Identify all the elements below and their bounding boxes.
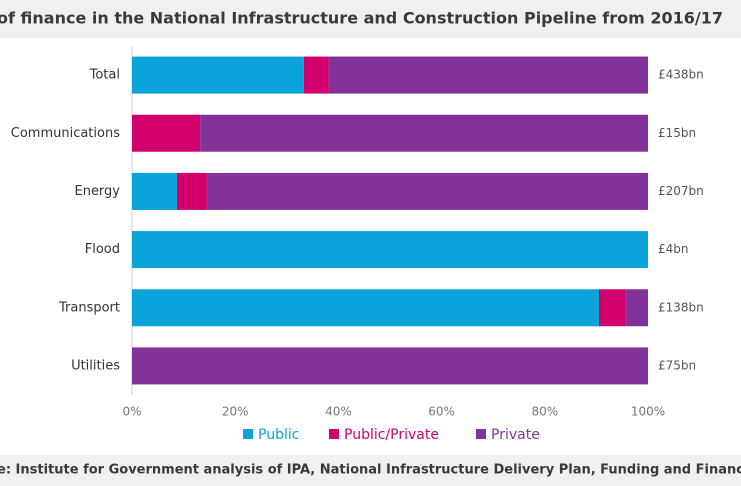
y-tick-label: Energy: [74, 184, 120, 199]
total-label: £138bn: [658, 300, 704, 314]
title-band: [0, 0, 741, 38]
total-label: £438bn: [658, 68, 704, 82]
bar-segment: [303, 56, 329, 94]
bar-segment: [625, 289, 648, 327]
x-tick-label: 0%: [122, 405, 141, 419]
bar-segment: [132, 172, 177, 210]
source-band: [0, 455, 741, 486]
legend-label: Private: [491, 427, 540, 443]
legend-label: Public: [258, 427, 299, 443]
x-tick-label: 20%: [222, 405, 249, 419]
legend-swatch: [476, 429, 486, 439]
total-label: £207bn: [658, 184, 704, 198]
x-tick-label: 100%: [631, 405, 665, 419]
bar-segment: [132, 114, 201, 152]
legend-swatch: [243, 429, 253, 439]
y-tick-label: Total: [89, 68, 120, 83]
legend-swatch: [329, 429, 339, 439]
bar-segment: [132, 347, 648, 385]
bar-segment: [598, 289, 626, 327]
x-tick-label: 80%: [531, 405, 558, 419]
bar-segment: [328, 56, 648, 94]
source: e: Institute for Government analysis of …: [0, 463, 741, 478]
bar-segment: [132, 289, 599, 327]
y-tick-label: Transport: [58, 300, 120, 315]
total-label: £75bn: [658, 358, 696, 372]
total-label: £4bn: [658, 242, 689, 256]
y-tick-label: Flood: [85, 242, 120, 257]
bar-segment: [176, 172, 207, 210]
legend-label: Public/Private: [344, 427, 439, 443]
bar-segment: [200, 114, 648, 152]
bar-segment: [132, 231, 648, 269]
chart-title: of finance in the National Infrastructur…: [0, 9, 723, 28]
y-tick-label: Communications: [11, 126, 120, 141]
total-label: £15bn: [658, 126, 696, 140]
bar-segment: [132, 56, 304, 94]
x-tick-label: 60%: [428, 405, 455, 419]
x-tick-label: 40%: [325, 405, 352, 419]
y-tick-label: Utilities: [71, 358, 120, 373]
bar-segment: [206, 172, 648, 210]
